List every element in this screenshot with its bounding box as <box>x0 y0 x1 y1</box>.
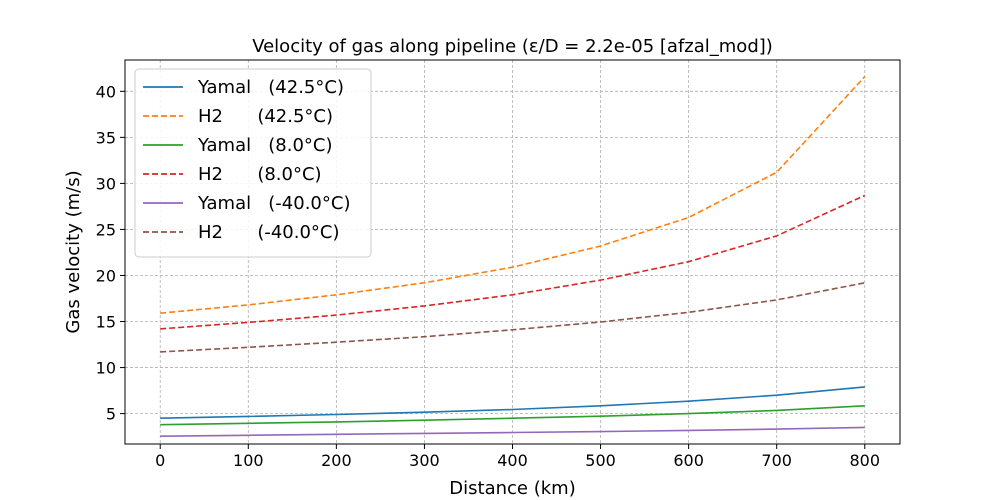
legend-label: H2 (8.0°C) <box>198 164 322 185</box>
y-tick-label: 35 <box>96 128 116 147</box>
legend-label: Yamal (42.5°C) <box>197 77 344 98</box>
x-tick-label: 400 <box>497 451 528 470</box>
x-tick-label: 0 <box>155 451 165 470</box>
series-line <box>160 282 865 353</box>
series-line <box>160 405 865 426</box>
series-line <box>160 76 866 314</box>
series-lines <box>160 76 866 437</box>
x-axis-title: Distance (km) <box>449 478 575 499</box>
y-tick-label: 5 <box>106 405 116 424</box>
y-tick-label: 30 <box>96 174 116 193</box>
y-tick-label: 15 <box>96 313 116 332</box>
x-tick-label: 700 <box>761 451 792 470</box>
legend: Yamal (42.5°C) H2 (42.5°C) Yamal (8.0°C) H2… <box>134 68 372 258</box>
x-tick-label: 300 <box>409 451 440 470</box>
y-axis-title: Gas velocity (m/s) <box>63 170 84 333</box>
legend-label: H2 (-40.0°C) <box>198 222 340 243</box>
x-tick-label: 200 <box>321 451 352 470</box>
y-tick-label: 20 <box>96 266 116 285</box>
series-line <box>160 194 866 330</box>
x-axis: 0 100 200 300 400 500 600 700 800 <box>155 444 880 470</box>
legend-label: Yamal (-40.0°C) <box>197 193 350 214</box>
legend-label: Yamal (8.0°C) <box>197 135 333 156</box>
y-axis: 5 10 15 20 25 30 35 40 <box>96 82 125 424</box>
y-tick-label: 25 <box>96 220 116 239</box>
y-tick-label: 40 <box>96 82 116 101</box>
y-tick-label: 10 <box>96 359 116 378</box>
chart-title: Velocity of gas along pipeline (ε/D = 2.… <box>252 36 773 57</box>
legend-box <box>134 68 372 258</box>
grid <box>125 60 900 444</box>
legend-label: H2 (42.5°C) <box>198 106 333 127</box>
x-tick-label: 500 <box>585 451 616 470</box>
x-tick-label: 600 <box>673 451 704 470</box>
series-line <box>160 386 865 419</box>
x-tick-label: 800 <box>849 451 880 470</box>
x-tick-label: 100 <box>233 451 264 470</box>
series-line <box>160 426 865 437</box>
